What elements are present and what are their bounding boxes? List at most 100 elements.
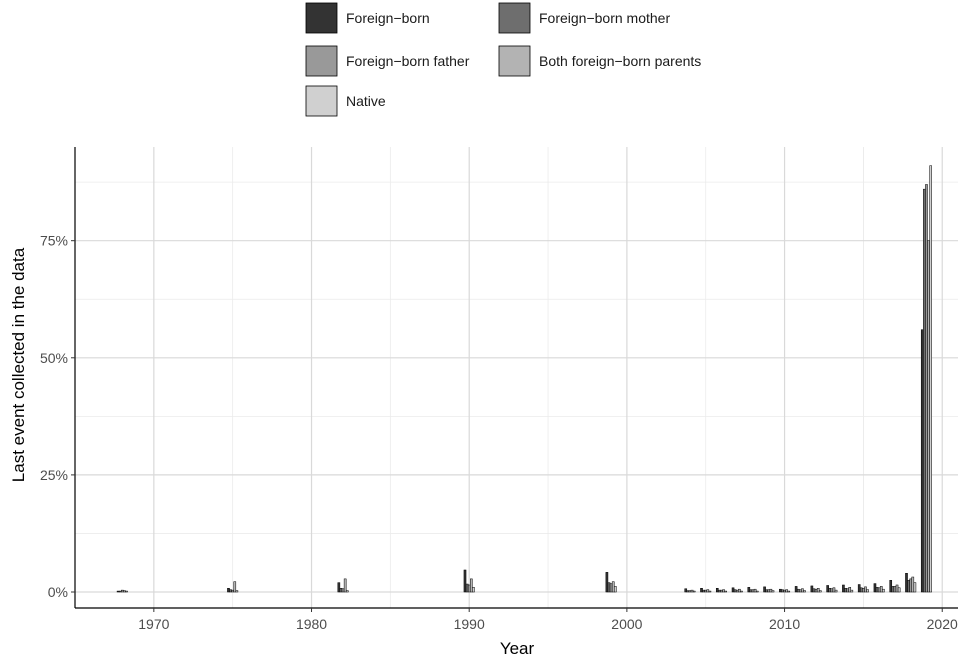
x-tick-label: 1990 bbox=[454, 616, 485, 632]
bar bbox=[735, 589, 739, 593]
bar bbox=[749, 589, 753, 593]
bar bbox=[907, 580, 910, 593]
bar bbox=[472, 587, 475, 593]
bar bbox=[803, 590, 806, 593]
bar bbox=[769, 588, 773, 593]
bar bbox=[850, 589, 854, 593]
x-tick-label: 1970 bbox=[138, 616, 169, 632]
bar bbox=[905, 573, 908, 593]
bar bbox=[229, 589, 232, 593]
bar bbox=[828, 588, 832, 593]
bar bbox=[796, 588, 800, 593]
bar bbox=[925, 184, 928, 593]
y-tick-label: 0% bbox=[48, 584, 68, 600]
bar bbox=[785, 589, 788, 593]
legend-label: Foreign−born mother bbox=[539, 10, 670, 26]
bars bbox=[116, 165, 932, 593]
bar bbox=[231, 589, 234, 593]
bar bbox=[724, 590, 727, 593]
y-tick-label: 50% bbox=[40, 350, 68, 366]
x-axis-title: Year bbox=[500, 639, 535, 658]
bar bbox=[911, 576, 915, 593]
bar bbox=[909, 578, 912, 593]
bar bbox=[751, 589, 755, 593]
bar bbox=[605, 572, 609, 593]
legend-swatch bbox=[305, 2, 338, 34]
bar bbox=[765, 589, 768, 593]
bar bbox=[339, 588, 343, 593]
bar bbox=[812, 588, 816, 593]
legend-label: Both foreign−born parents bbox=[539, 53, 701, 69]
bar bbox=[895, 584, 899, 593]
bar bbox=[920, 329, 924, 593]
grid bbox=[75, 147, 958, 608]
bar bbox=[341, 588, 345, 593]
bar bbox=[799, 589, 802, 593]
bar bbox=[343, 578, 347, 593]
bar bbox=[706, 589, 710, 593]
legend-swatch bbox=[305, 45, 338, 77]
legend-label: Foreign−born father bbox=[346, 53, 470, 69]
bar bbox=[227, 588, 230, 593]
bar bbox=[866, 589, 869, 593]
bar bbox=[686, 590, 690, 593]
bar bbox=[763, 586, 766, 593]
bar bbox=[848, 587, 852, 593]
bar bbox=[688, 590, 692, 593]
legend-swatch bbox=[498, 45, 531, 77]
bar bbox=[862, 588, 865, 593]
bar bbox=[118, 590, 122, 593]
bar bbox=[873, 583, 877, 593]
bar bbox=[465, 583, 469, 593]
ticks: 1970 1980 1990 2000 2010 2020 0% 25% 50% 75% bbox=[40, 233, 958, 632]
bar bbox=[879, 586, 883, 593]
bar bbox=[123, 590, 126, 593]
bar bbox=[927, 240, 930, 593]
bar bbox=[846, 588, 849, 593]
bar bbox=[816, 588, 820, 593]
bar bbox=[897, 587, 901, 593]
legend-swatch bbox=[498, 2, 531, 34]
bar bbox=[755, 590, 759, 593]
bar bbox=[913, 582, 917, 593]
bar bbox=[891, 586, 895, 593]
y-axis-title: Last event collected in the data bbox=[9, 247, 28, 482]
bar bbox=[814, 588, 818, 593]
bar bbox=[469, 578, 473, 593]
x-tick-label: 2010 bbox=[769, 616, 800, 632]
legend-label: Native bbox=[346, 93, 386, 109]
x-tick-label: 2000 bbox=[611, 616, 642, 632]
bar bbox=[929, 165, 932, 593]
bar bbox=[767, 589, 771, 593]
bar bbox=[857, 584, 861, 593]
bar bbox=[771, 590, 775, 593]
bar bbox=[609, 583, 613, 593]
bar bbox=[810, 585, 814, 593]
bar bbox=[690, 589, 694, 593]
bar bbox=[826, 585, 829, 593]
bar bbox=[844, 588, 847, 593]
y-tick-label: 25% bbox=[40, 467, 68, 483]
bar bbox=[733, 589, 737, 593]
y-tick-label: 75% bbox=[40, 233, 68, 249]
bar bbox=[830, 588, 834, 593]
bar bbox=[467, 584, 471, 593]
bar bbox=[684, 588, 688, 593]
bar bbox=[731, 587, 735, 593]
bar bbox=[877, 587, 881, 593]
bar bbox=[715, 588, 719, 593]
bar bbox=[781, 589, 784, 593]
bar bbox=[832, 587, 836, 593]
bar bbox=[702, 589, 705, 593]
legend: Foreign−born Foreign−born mother Foreign−b… bbox=[305, 2, 701, 117]
bar bbox=[125, 590, 128, 593]
bar bbox=[889, 580, 893, 593]
bar bbox=[787, 590, 791, 593]
bar bbox=[738, 588, 741, 593]
bar bbox=[708, 590, 712, 593]
bar bbox=[614, 586, 617, 593]
bar bbox=[345, 590, 349, 593]
bar bbox=[740, 590, 743, 593]
axes bbox=[74, 147, 958, 609]
bar bbox=[704, 589, 708, 593]
